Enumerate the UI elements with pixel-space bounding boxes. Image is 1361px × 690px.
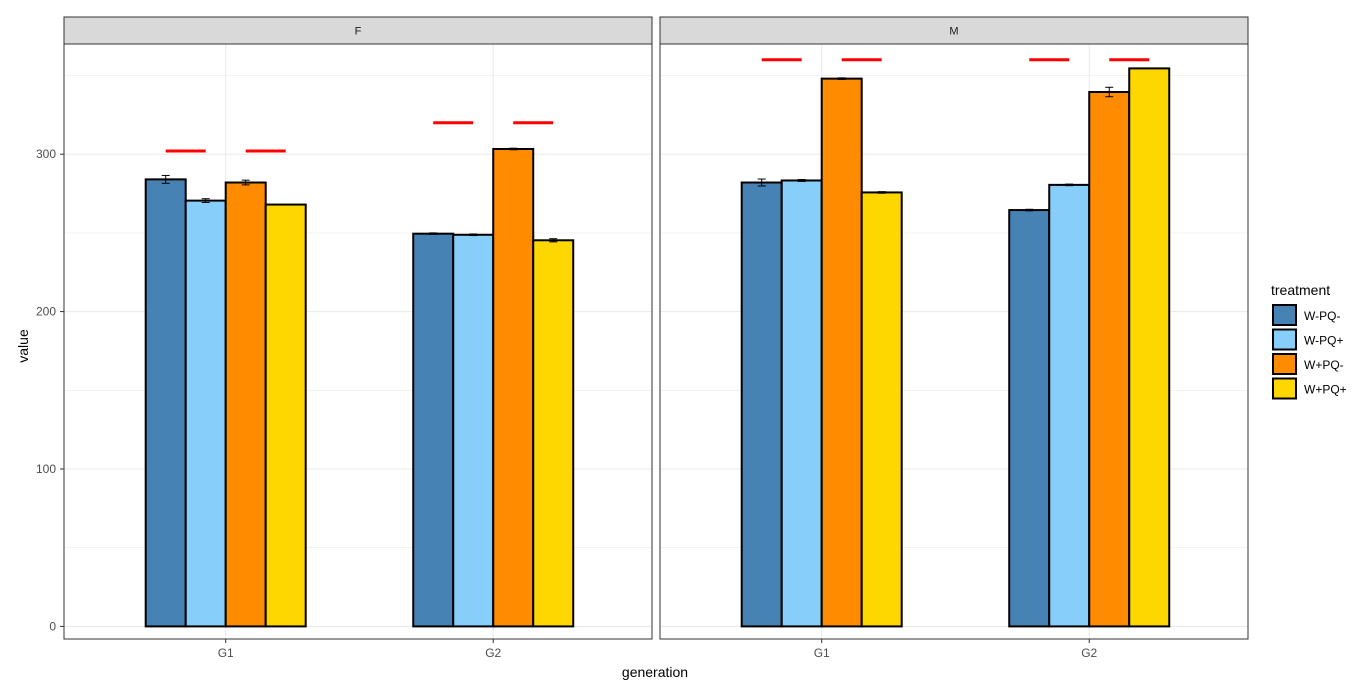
y-axis: 0 100 200 300 — [36, 147, 64, 633]
bar-W-PQ- — [144, 178, 187, 628]
bar-W+PQ- — [224, 181, 267, 628]
legend-label-W-PQ-: W-PQ- — [1304, 309, 1340, 323]
bar-W+PQ- — [820, 77, 863, 628]
bar-W-PQ+ — [184, 199, 227, 628]
error-bar — [1025, 208, 1034, 212]
legend-key-W+PQ- — [1272, 353, 1297, 375]
strip-label: M — [949, 26, 958, 38]
error-bar — [797, 179, 806, 182]
strip-label: F — [355, 26, 362, 38]
error-bar — [837, 77, 846, 80]
legend-label-W-PQ+: W-PQ+ — [1304, 334, 1343, 348]
bar-W-PQ- — [1008, 209, 1051, 628]
panel-M: G1 G2 M — [659, 16, 1249, 660]
bar-W+PQ+ — [532, 239, 575, 628]
error-bar — [509, 147, 518, 151]
y-tick-label: 200 — [36, 305, 56, 319]
y-tick-label: 300 — [36, 147, 56, 161]
bar-W+PQ- — [492, 147, 535, 628]
error-bar — [429, 232, 438, 235]
bar-W+PQ+ — [264, 203, 307, 628]
x-tick-label: G2 — [1081, 646, 1097, 660]
error-bar — [161, 174, 170, 184]
legend-key-W+PQ+ — [1272, 377, 1297, 400]
y-tick-label: 100 — [36, 462, 56, 476]
bar-W-PQ+ — [780, 179, 823, 628]
bar-W-PQ+ — [1048, 183, 1091, 628]
bar-W-PQ+ — [452, 233, 495, 628]
bar-group-G2 — [1008, 58, 1171, 628]
panels-layer: G1 G2 F G1 G2 M 0 100 200 300 — [36, 16, 1249, 660]
bar-W+PQ+ — [1128, 67, 1171, 628]
x-tick-label: G1 — [814, 646, 830, 660]
legend-key-W-PQ- — [1272, 304, 1297, 326]
strip-background — [63, 16, 653, 45]
error-bar — [1065, 183, 1074, 187]
bar-W-PQ- — [740, 181, 783, 628]
legend-label-W+PQ-: W+PQ- — [1304, 358, 1344, 372]
error-bar — [757, 178, 766, 187]
bar-W+PQ+ — [860, 191, 903, 628]
bar-W+PQ- — [1088, 91, 1131, 628]
x-tick-label: G1 — [218, 646, 234, 660]
legend-key-W-PQ+ — [1272, 328, 1297, 351]
error-bar — [549, 238, 558, 243]
panel-F: G1 G2 F — [63, 16, 653, 660]
legend: treatment W-PQ- W-PQ+ W+PQ- W+PQ+ — [1271, 282, 1347, 400]
bar-group-G2 — [412, 121, 575, 628]
error-bar — [877, 191, 886, 194]
legend-label-W+PQ+: W+PQ+ — [1304, 383, 1347, 397]
bar-W-PQ- — [412, 232, 455, 628]
error-bar — [201, 198, 210, 204]
error-bar — [241, 179, 250, 186]
strip-background — [659, 16, 1249, 45]
bar-group-G1 — [740, 58, 903, 628]
bar-group-G1 — [144, 149, 307, 628]
legend-title: treatment — [1271, 282, 1330, 298]
error-bar — [469, 233, 478, 237]
error-bar — [1105, 86, 1114, 98]
y-axis-title: value — [15, 329, 31, 363]
x-tick-label: G2 — [485, 646, 501, 660]
y-tick-label: 0 — [49, 619, 56, 633]
x-axis-title: generation — [622, 664, 688, 680]
